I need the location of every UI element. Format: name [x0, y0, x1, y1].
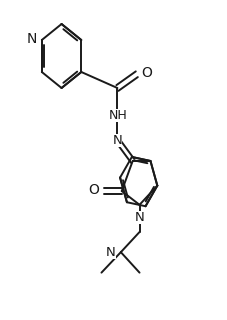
Text: NH: NH: [109, 109, 127, 122]
Text: O: O: [141, 66, 152, 80]
Text: N: N: [134, 211, 144, 224]
Text: N: N: [106, 246, 115, 259]
Text: O: O: [88, 183, 99, 197]
Text: N: N: [26, 32, 37, 46]
Text: N: N: [112, 134, 122, 147]
